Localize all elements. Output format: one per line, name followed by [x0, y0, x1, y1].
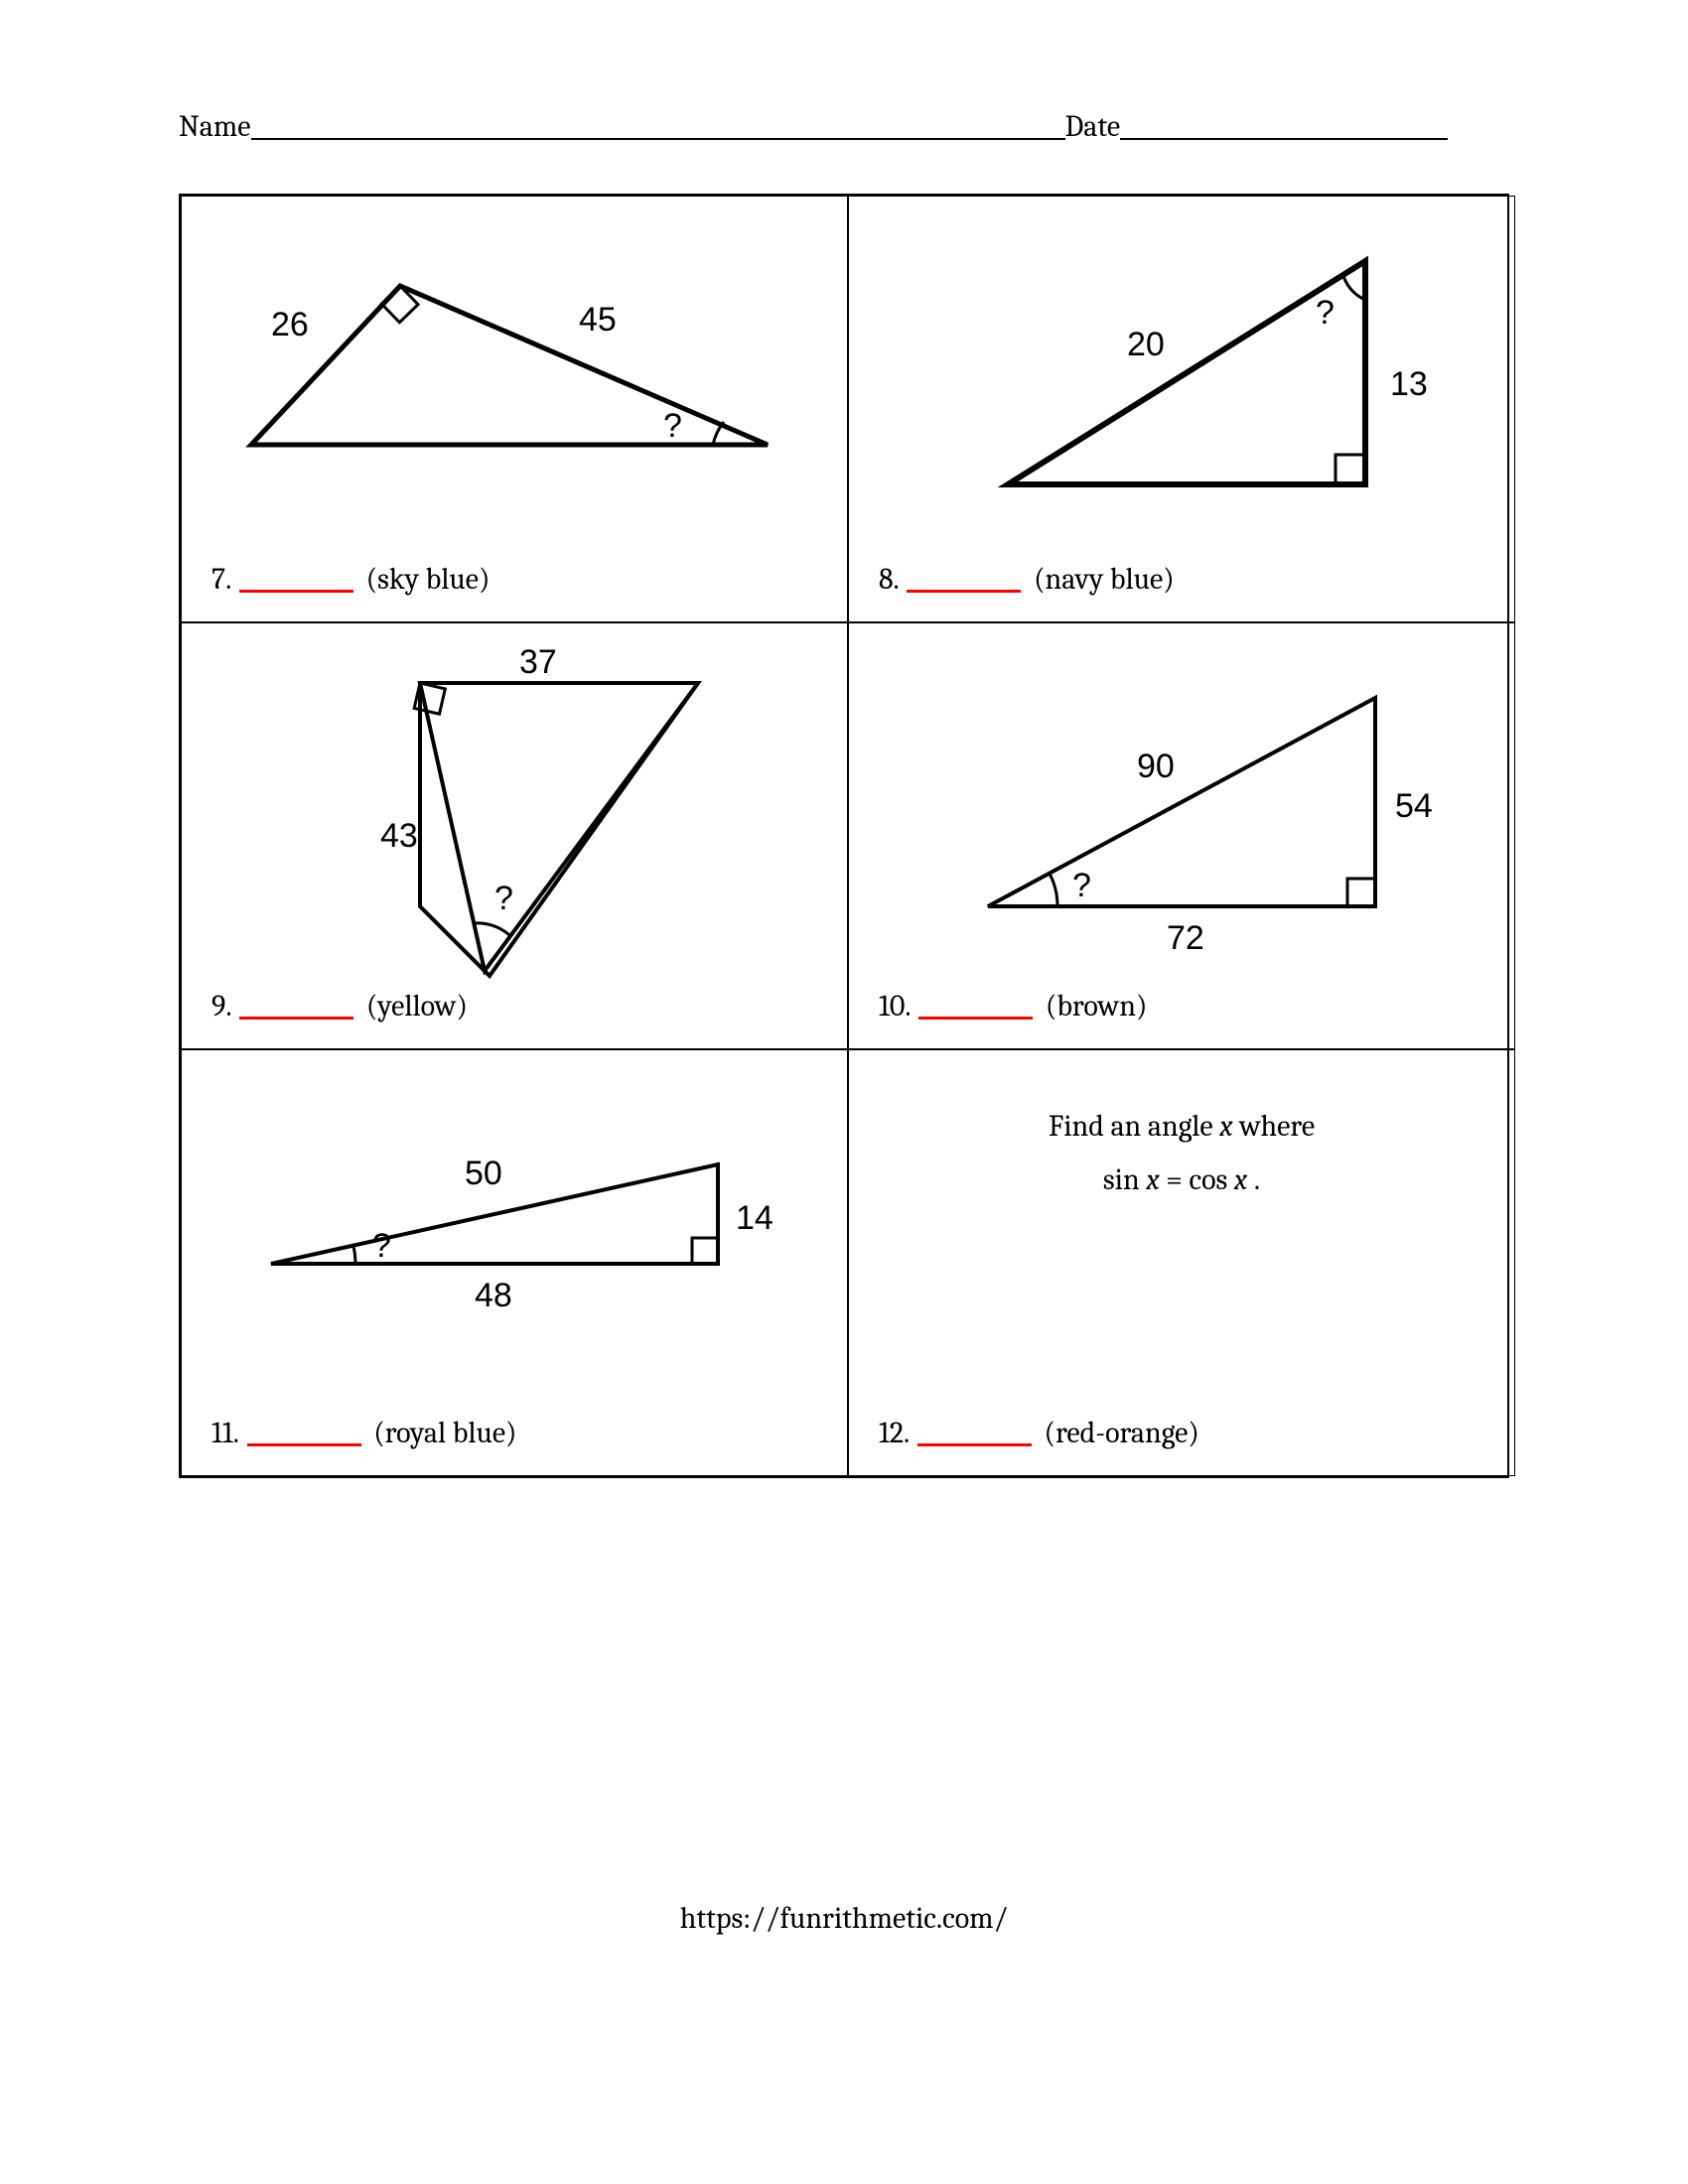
color-9: (yellow): [366, 989, 468, 1024]
answer-7: 7. (sky blue): [211, 562, 817, 597]
label-50: 50: [465, 1155, 502, 1192]
problem-7: 26 45 ? 7. (sky blue): [181, 196, 848, 622]
name-blank[interactable]: [251, 138, 1065, 140]
answer-10: 10. (brown): [879, 989, 1484, 1024]
blank-8[interactable]: [907, 590, 1021, 593]
label-20: 20: [1127, 326, 1165, 363]
label-90: 90: [1137, 748, 1175, 785]
label-q8: ?: [1316, 294, 1335, 332]
problem-12: Find an angle x where sin x = cos x . 12…: [848, 1049, 1515, 1476]
label-43: 43: [380, 817, 418, 855]
name-label: Name: [179, 109, 251, 144]
label-45: 45: [579, 301, 617, 339]
num-11: 11.: [211, 1416, 238, 1450]
color-8: (navy blue): [1034, 562, 1175, 597]
worksheet-page: Name Date 26 45 ? 7.: [0, 0, 1688, 2184]
color-11: (royal blue): [373, 1416, 516, 1450]
triangle-8: 20 13 ?: [879, 216, 1484, 562]
footer-url: https://funrithmetic.com/: [0, 1901, 1688, 1936]
label-72: 72: [1167, 919, 1204, 957]
label-14: 14: [736, 1199, 774, 1237]
problem-11: 50 14 48 ? 11. (royal blue): [181, 1049, 848, 1476]
blank-11[interactable]: [247, 1443, 361, 1446]
problem-12-line2: sin x = cos x .: [879, 1154, 1484, 1207]
label-q11: ?: [372, 1227, 391, 1265]
num-12: 12.: [879, 1416, 909, 1450]
text-problem-12: Find an angle x where sin x = cos x .: [879, 1070, 1484, 1416]
answer-11: 11. (royal blue): [211, 1416, 817, 1450]
answer-8: 8. (navy blue): [879, 562, 1484, 597]
problem-12-line1: Find an angle x where: [879, 1100, 1484, 1154]
blank-10[interactable]: [918, 1017, 1033, 1020]
answer-12: 12. (red-orange): [879, 1416, 1484, 1450]
blank-7[interactable]: [239, 590, 353, 593]
problem-grid: 26 45 ? 7. (sky blue) 20 13 ?: [179, 194, 1509, 1478]
triangle-10: 90 54 72 ?: [879, 643, 1484, 989]
label-37: 37: [519, 643, 557, 681]
answer-9: 9. (yellow): [211, 989, 817, 1024]
color-7: (sky blue): [366, 562, 491, 597]
label-q10: ?: [1072, 867, 1091, 904]
triangle-9: 37 43 ?: [211, 643, 817, 989]
header-line: Name Date: [179, 109, 1509, 144]
color-10: (brown): [1046, 989, 1148, 1024]
label-13: 13: [1390, 365, 1428, 403]
triangle-11: 50 14 48 ?: [211, 1070, 817, 1416]
problem-9: 37 43 ? 9. (yellow): [181, 622, 848, 1049]
label-54: 54: [1395, 787, 1433, 825]
label-q9: ?: [494, 880, 513, 917]
triangle-7: 26 45 ?: [211, 216, 817, 562]
label-26: 26: [271, 306, 309, 343]
problem-10: 90 54 72 ? 10. (brown): [848, 622, 1515, 1049]
label-q7: ?: [663, 407, 682, 445]
problem-8: 20 13 ? 8. (navy blue): [848, 196, 1515, 622]
num-8: 8.: [879, 562, 899, 597]
num-10: 10.: [879, 989, 911, 1024]
color-12: (red-orange): [1045, 1416, 1199, 1450]
num-7: 7.: [211, 562, 230, 597]
date-blank[interactable]: [1120, 138, 1448, 140]
num-9: 9.: [211, 989, 231, 1024]
blank-9[interactable]: [239, 1017, 353, 1020]
blank-12[interactable]: [917, 1443, 1032, 1446]
label-48: 48: [475, 1277, 512, 1314]
date-label: Date: [1065, 109, 1121, 144]
